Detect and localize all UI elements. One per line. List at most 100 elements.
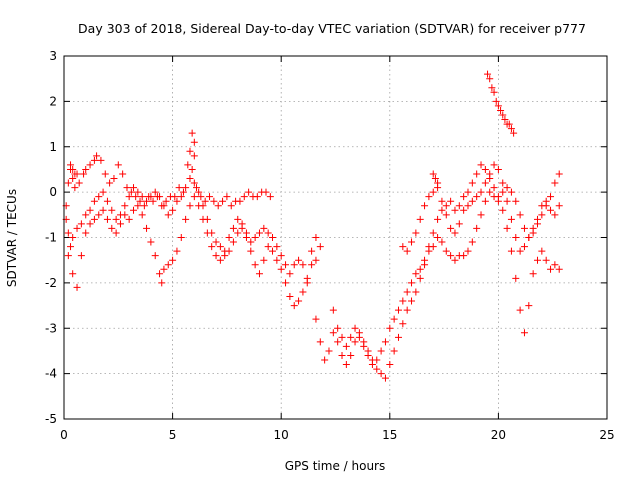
data-point	[542, 256, 550, 264]
data-point	[73, 170, 81, 178]
data-point	[99, 206, 107, 214]
data-point	[110, 175, 118, 183]
data-point	[399, 243, 407, 251]
data-point	[373, 356, 381, 364]
data-point	[438, 238, 446, 246]
data-point	[412, 270, 420, 278]
data-point	[525, 302, 533, 310]
data-point	[442, 202, 450, 210]
data-point	[221, 252, 229, 260]
data-point	[147, 193, 155, 201]
data-point	[460, 252, 468, 260]
data-point	[377, 347, 385, 355]
data-point	[507, 188, 515, 196]
data-point	[108, 206, 116, 214]
data-point	[132, 193, 140, 201]
data-point	[255, 229, 263, 237]
data-point	[264, 243, 272, 251]
x-tick-label: 15	[382, 428, 397, 442]
data-point	[177, 234, 185, 241]
data-point	[481, 197, 489, 205]
data-point	[425, 247, 433, 255]
data-point	[542, 197, 550, 205]
data-point	[334, 324, 342, 332]
data-point	[416, 274, 424, 282]
data-point	[451, 206, 459, 214]
data-point	[201, 197, 209, 205]
data-point	[499, 111, 507, 119]
data-point	[451, 229, 459, 237]
data-point	[538, 247, 546, 255]
data-point	[394, 333, 402, 341]
data-point	[212, 252, 220, 260]
data-point	[195, 188, 203, 196]
data-point	[106, 179, 114, 187]
data-point	[251, 261, 259, 269]
series-track-a	[62, 152, 274, 210]
data-point	[197, 193, 205, 201]
data-point	[116, 211, 124, 219]
data-point	[490, 193, 498, 201]
data-point	[273, 256, 281, 264]
data-point	[399, 297, 407, 305]
data-point	[264, 229, 272, 237]
data-point	[242, 234, 250, 241]
data-point	[447, 197, 455, 205]
series-track-d	[312, 161, 563, 382]
data-point	[342, 361, 350, 369]
data-point	[477, 211, 485, 219]
data-point	[90, 197, 98, 205]
data-point	[208, 229, 216, 237]
data-point	[216, 256, 224, 264]
data-point	[164, 261, 172, 269]
data-point	[421, 202, 429, 210]
data-point	[80, 170, 88, 178]
data-point	[442, 211, 450, 219]
series-track-c	[64, 175, 320, 310]
data-point	[373, 365, 381, 373]
data-point	[67, 243, 75, 251]
data-point	[347, 333, 355, 341]
data-point	[260, 224, 268, 232]
x-tick-label: 5	[169, 428, 177, 442]
data-point	[175, 184, 183, 192]
data-point	[251, 234, 259, 241]
series-track-g	[67, 70, 518, 187]
data-point	[408, 238, 416, 246]
x-tick-labels: 0 5 10 15 20 25	[60, 428, 614, 442]
data-point	[108, 224, 116, 232]
data-point	[492, 97, 500, 105]
data-point	[149, 197, 157, 205]
data-point	[512, 197, 520, 205]
chart-title: Day 303 of 2018, Sidereal Day-to-day VTE…	[78, 21, 586, 36]
y-axis-label: SDTVAR / TECUs	[5, 189, 19, 287]
data-point	[499, 179, 507, 187]
data-point	[69, 270, 77, 278]
y-tick-label: -4	[45, 367, 57, 381]
data-point	[140, 202, 148, 210]
data-point	[216, 243, 224, 251]
data-point	[434, 234, 442, 241]
data-point	[277, 252, 285, 260]
data-point	[192, 184, 200, 192]
data-point	[416, 265, 424, 273]
data-point	[477, 188, 485, 196]
data-point	[464, 202, 472, 210]
data-point	[442, 247, 450, 255]
data-point	[460, 206, 468, 214]
data-point	[101, 170, 109, 178]
data-point	[329, 329, 337, 337]
data-point	[547, 206, 555, 214]
data-point	[123, 184, 131, 192]
data-point	[351, 338, 359, 346]
data-point	[93, 152, 101, 160]
data-point	[529, 224, 537, 232]
data-point	[229, 238, 237, 246]
data-point	[486, 170, 494, 178]
data-point	[138, 211, 146, 219]
y-tick-label: -2	[45, 276, 57, 290]
data-point	[507, 215, 515, 223]
data-point	[555, 170, 563, 178]
data-point	[164, 211, 172, 219]
